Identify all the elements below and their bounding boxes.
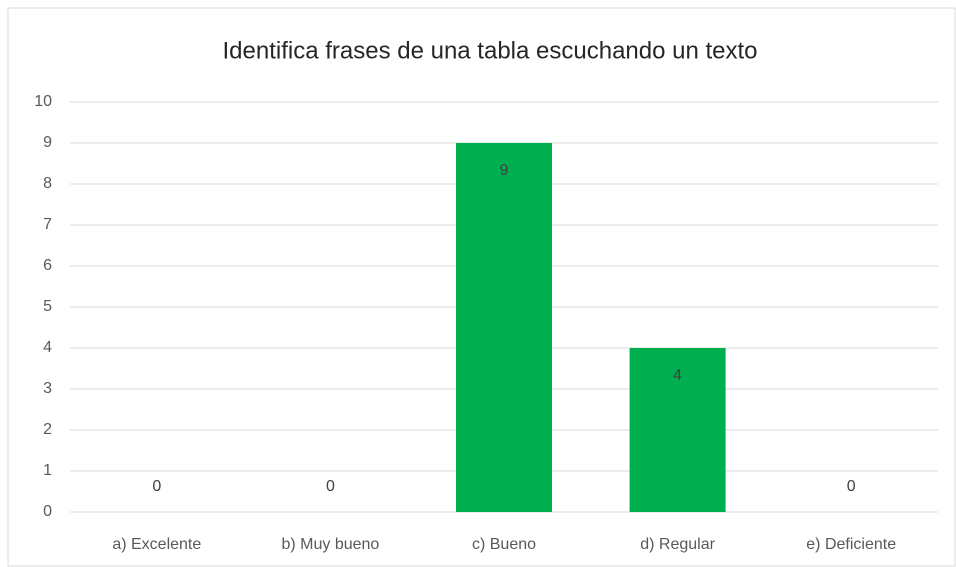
x-tick-label: e) Deficiente <box>806 536 896 553</box>
data-label: 9 <box>500 162 509 179</box>
data-label: 0 <box>152 478 161 495</box>
y-tick-label: 9 <box>43 134 52 151</box>
x-tick-label: b) Muy bueno <box>281 536 379 553</box>
chart-title: Identifica frases de una tabla escuchand… <box>222 37 757 64</box>
x-tick-label: a) Excelente <box>112 536 201 553</box>
y-tick-label: 10 <box>34 93 52 110</box>
y-tick-label: 5 <box>43 298 52 315</box>
y-tick-label: 2 <box>43 421 52 438</box>
y-tick-label: 1 <box>43 462 52 479</box>
x-tick-label: d) Regular <box>640 536 715 553</box>
y-tick-label: 7 <box>43 216 52 233</box>
bar <box>629 348 726 512</box>
y-tick-label: 6 <box>43 257 52 274</box>
bar <box>456 143 552 512</box>
y-tick-label: 4 <box>43 339 52 356</box>
x-tick-label: c) Bueno <box>472 536 536 553</box>
data-label: 4 <box>673 367 682 384</box>
y-tick-label: 8 <box>43 175 52 192</box>
y-tick-label: 3 <box>43 380 52 397</box>
y-tick-label: 0 <box>43 503 52 520</box>
data-label: 0 <box>847 478 856 495</box>
data-label: 0 <box>326 478 335 495</box>
